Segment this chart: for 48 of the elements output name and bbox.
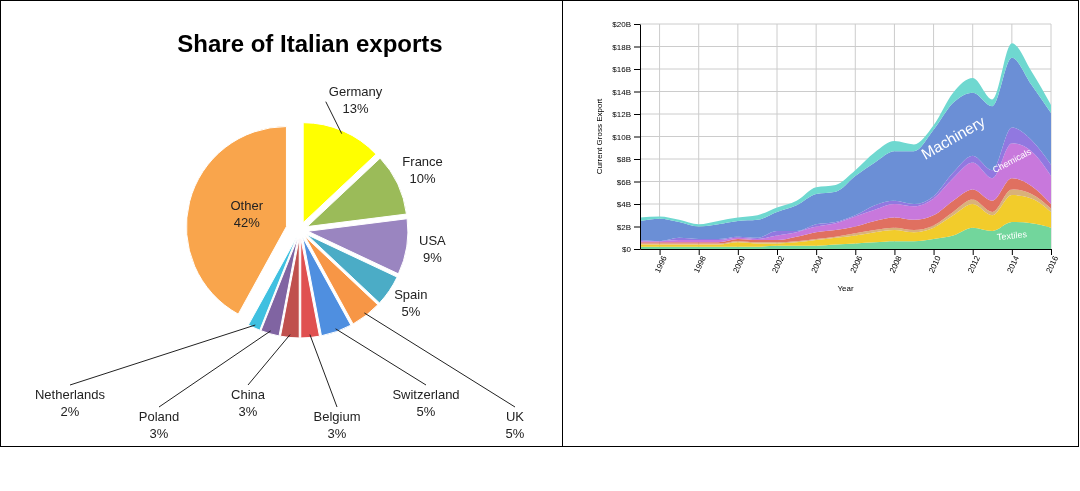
data-label: 5%: [401, 304, 421, 320]
y-tick-label: $10B: [612, 132, 631, 142]
y-tick-label: $20B: [612, 20, 631, 30]
data-label: 5%: [416, 404, 436, 419]
x-tick-label: 2016: [1044, 254, 1061, 275]
data-label: 13%: [342, 100, 369, 116]
x-axis-title: Year: [837, 284, 854, 293]
y-tick-label: $12B: [612, 110, 631, 120]
y-axis-title: Current Gross Export: [595, 97, 604, 175]
slice-label: France: [402, 154, 443, 170]
y-tick-label: $4B: [616, 200, 631, 210]
slice-label: Germany: [328, 83, 383, 99]
x-tick-label: 2006: [848, 254, 865, 275]
slice-label: Switzerland: [392, 387, 460, 402]
slice-label: UK: [505, 409, 525, 424]
slice-label: Spain: [394, 287, 428, 303]
data-label: 3%: [149, 426, 169, 441]
y-tick-label: $2B: [616, 222, 631, 232]
y-tick-label: $16B: [612, 65, 631, 75]
slice-label: USA: [418, 232, 447, 248]
y-tick-label: $0: [622, 245, 632, 255]
slice-label: Poland: [138, 409, 180, 424]
slice-label: Other: [230, 198, 264, 214]
chart-title: Share of Italian exports: [177, 30, 443, 57]
series-label: Textiles: [996, 229, 1028, 243]
y-tick-label: $8B: [616, 155, 631, 165]
y-tick-label: $6B: [616, 177, 631, 187]
x-tick-label: 2008: [887, 254, 904, 275]
data-label: 5%: [505, 426, 525, 441]
data-label: 3%: [238, 404, 258, 419]
x-tick-label: 1998: [692, 254, 709, 275]
data-label: 9%: [422, 249, 443, 265]
x-tick-label: 2012: [966, 254, 983, 275]
slice-label: Belgium: [313, 409, 361, 424]
data-label: 42%: [233, 215, 261, 231]
data-label: 3%: [327, 426, 347, 441]
y-tick-label: $14B: [612, 87, 631, 97]
x-tick-label: 2002: [770, 254, 787, 275]
x-tick-label: 2004: [809, 254, 826, 275]
data-label: 10%: [409, 171, 437, 187]
x-tick-label: 1996: [653, 254, 669, 275]
slice-label: Netherlands: [34, 387, 106, 402]
x-tick-label: 2014: [1005, 254, 1022, 275]
x-tick-label: 2010: [927, 254, 943, 275]
x-tick-label: 2000: [731, 254, 748, 275]
y-tick-label: $18B: [612, 42, 631, 52]
data-label: 2%: [60, 404, 80, 419]
slice-label: China: [231, 387, 266, 402]
